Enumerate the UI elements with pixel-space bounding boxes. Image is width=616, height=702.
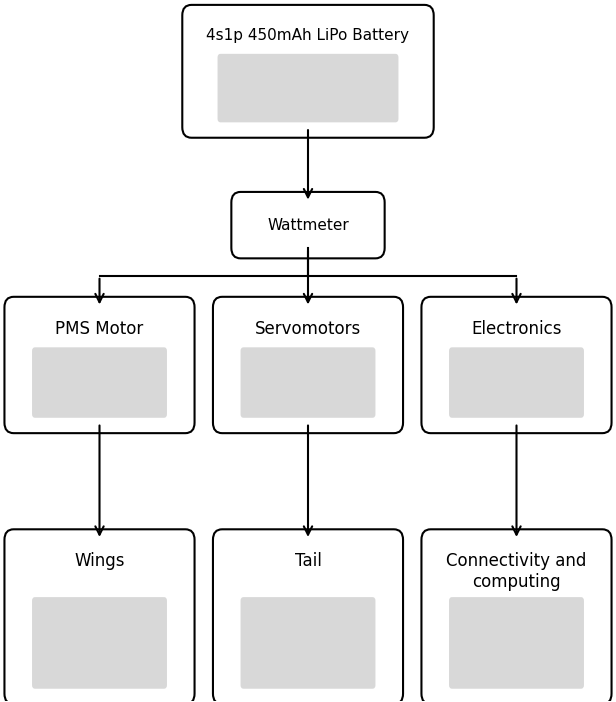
FancyBboxPatch shape [32, 597, 167, 689]
FancyBboxPatch shape [213, 529, 403, 702]
FancyBboxPatch shape [4, 297, 195, 433]
Text: 4s1p 450mAh LiPo Battery: 4s1p 450mAh LiPo Battery [206, 28, 410, 43]
Text: Electronics: Electronics [471, 320, 562, 338]
FancyBboxPatch shape [182, 5, 434, 138]
FancyBboxPatch shape [421, 529, 612, 702]
Text: Wings: Wings [75, 552, 125, 571]
Text: PMS Motor: PMS Motor [55, 320, 144, 338]
Text: Wattmeter: Wattmeter [267, 218, 349, 232]
FancyBboxPatch shape [32, 347, 167, 418]
Text: Tail: Tail [294, 552, 322, 571]
FancyBboxPatch shape [449, 347, 584, 418]
Text: Connectivity and
computing: Connectivity and computing [447, 552, 586, 591]
FancyBboxPatch shape [4, 529, 195, 702]
FancyBboxPatch shape [421, 297, 612, 433]
FancyBboxPatch shape [213, 297, 403, 433]
FancyBboxPatch shape [240, 347, 376, 418]
Text: Servomotors: Servomotors [255, 320, 361, 338]
FancyBboxPatch shape [240, 597, 376, 689]
FancyBboxPatch shape [449, 597, 584, 689]
FancyBboxPatch shape [217, 54, 399, 122]
FancyBboxPatch shape [232, 192, 384, 258]
